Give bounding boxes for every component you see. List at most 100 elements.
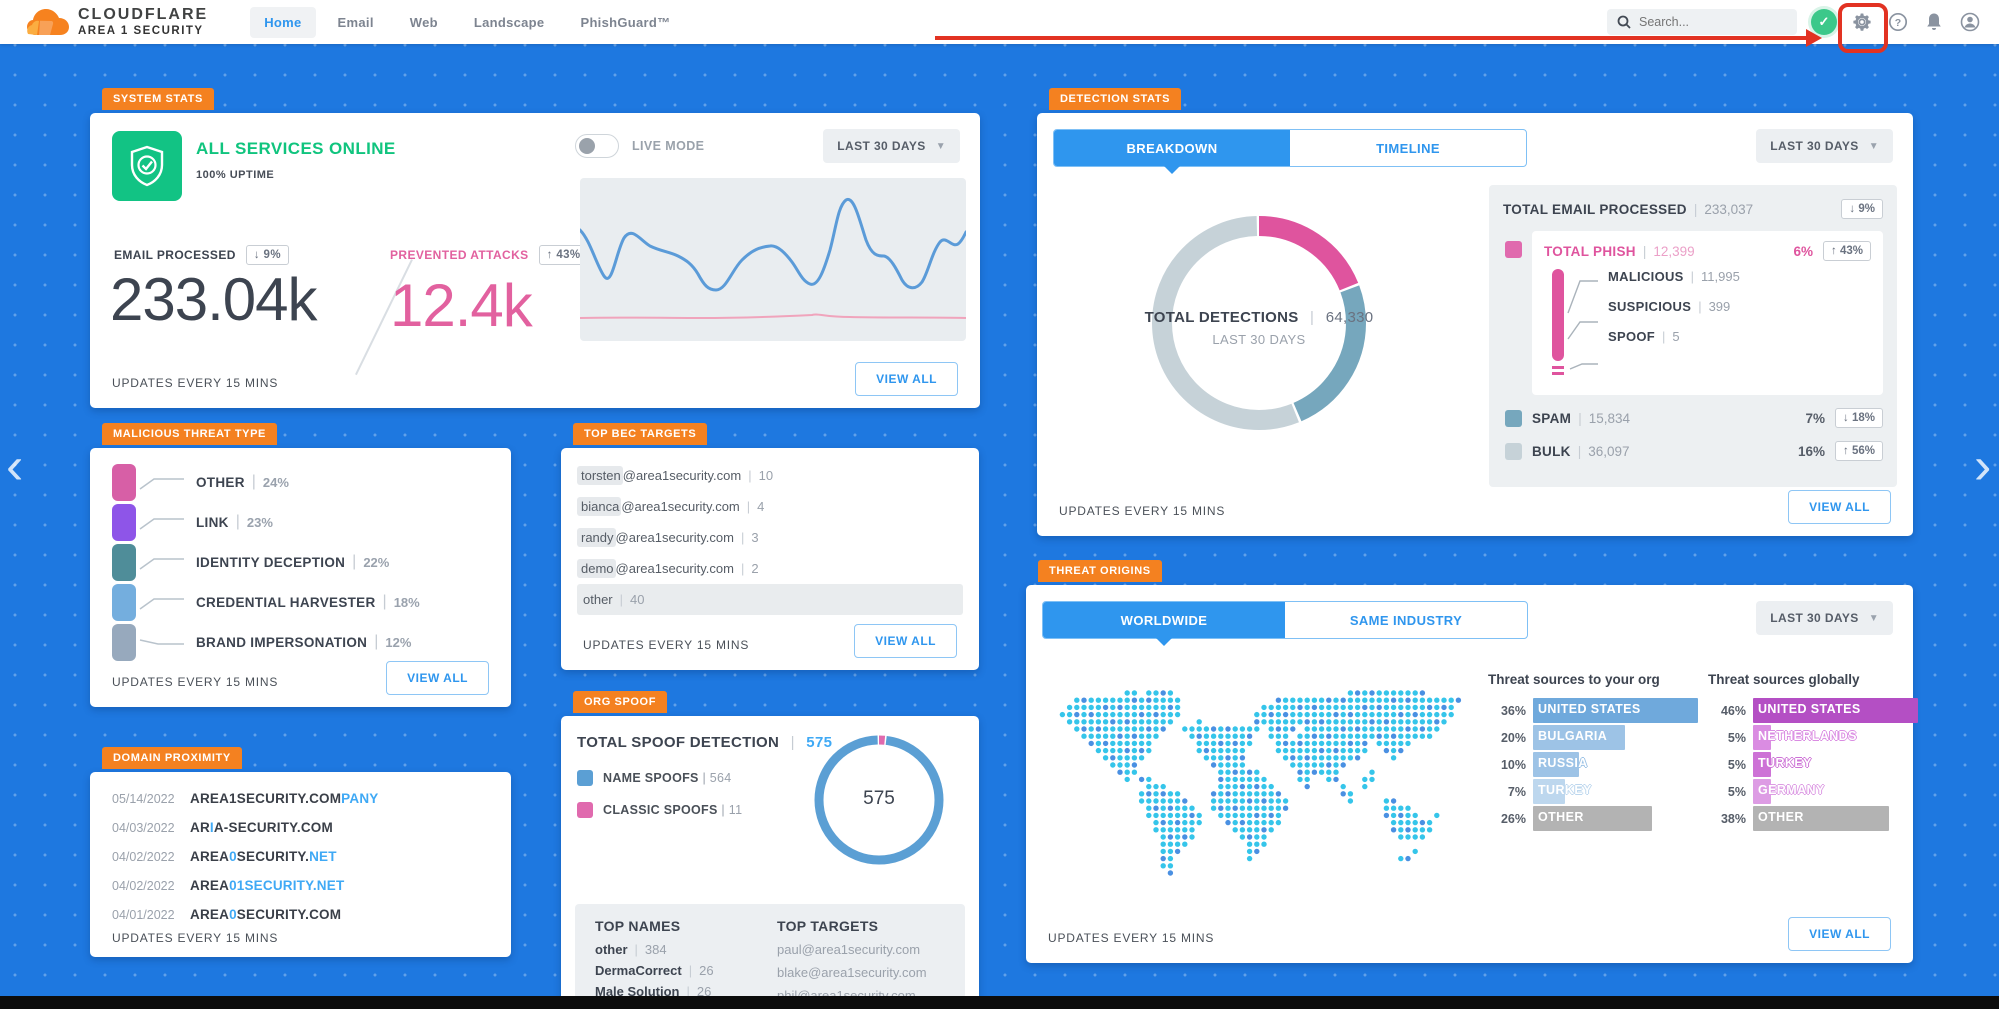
brand-logo[interactable]: CLOUDFLARE AREA 1 SECURITY — [26, 5, 209, 38]
nav-item-home[interactable]: Home — [250, 6, 316, 38]
name-spoofs-swatch — [577, 770, 593, 786]
domain-row[interactable]: 04/01/2022 AREA0SECURITY.COM — [112, 907, 342, 922]
bulk-swatch — [1505, 442, 1522, 460]
bec-target-row[interactable]: randy @area1security.com | 3 — [577, 522, 963, 553]
detection-stats-range-dropdown[interactable]: LAST 30 DAYS ▼ — [1756, 129, 1893, 163]
brand-subtitle: AREA 1 SECURITY — [78, 24, 204, 37]
top-target-row: paul@area1security.com — [777, 942, 921, 957]
chevron-down-icon: ▼ — [1868, 140, 1879, 152]
classic-spoofs-swatch — [577, 802, 593, 818]
bec-targets-view-all-button[interactable]: VIEW ALL — [854, 624, 957, 658]
bottom-bar — [0, 996, 1999, 1009]
bec-target-row[interactable]: demo @area1security.com | 2 — [577, 553, 963, 584]
connector-line — [139, 478, 184, 490]
search-box[interactable] — [1607, 9, 1797, 35]
total-detections-label: TOTAL DETECTIONS | 64,330 — [1144, 309, 1374, 326]
threat-type-row: OTHER | 24% — [112, 462, 495, 502]
spam-row: SPAM | 15,834 7% ↓ 18% — [1503, 408, 1883, 428]
bar — [1753, 806, 1890, 831]
help-icon[interactable]: ? — [1887, 11, 1909, 33]
tab-worldwide[interactable]: WORLDWIDE — [1043, 602, 1285, 646]
nav-item-phishguard[interactable]: PhishGuard™ — [580, 14, 671, 30]
org-source-row: 20% BULGARIA — [1488, 724, 1698, 751]
notifications-bell-icon[interactable] — [1923, 11, 1945, 33]
nav-item-web[interactable]: Web — [409, 14, 438, 30]
chevron-left-icon[interactable]: ‹ — [6, 437, 24, 495]
bec-target-row[interactable]: torsten @area1security.com | 10 — [577, 460, 963, 491]
annotation-arrow-line — [935, 36, 1813, 40]
malicious-threat-updates-note: UPDATES EVERY 15 MINS — [112, 675, 279, 689]
org-source-row: 36% UNITED STATES — [1488, 697, 1698, 724]
malicious-threat-type-card: MALICIOUS THREAT TYPE OTHER | 24% LINK |… — [90, 423, 511, 707]
email-processed-label-row: EMAIL PROCESSED ↓ 9% — [114, 245, 289, 265]
email-trend-chart — [578, 178, 968, 341]
spam-swatch — [1505, 409, 1522, 427]
system-stats-view-all-button[interactable]: VIEW ALL — [855, 362, 958, 396]
bar — [1533, 806, 1653, 831]
settings-gear-icon[interactable] — [1851, 11, 1873, 33]
global-source-row: 38% OTHER — [1708, 805, 1918, 832]
system-stats-tag: SYSTEM STATS — [102, 88, 214, 110]
domain-row[interactable]: 04/02/2022 AREA0SECURITY.NET — [112, 849, 337, 864]
tab-same-industry[interactable]: SAME INDUSTRY — [1349, 612, 1463, 628]
global-source-row: 5% GERMANY — [1708, 778, 1918, 805]
bec-target-row[interactable]: bianca @area1security.com | 4 — [577, 491, 963, 522]
tab-timeline[interactable]: TIMELINE — [1376, 140, 1440, 156]
top-names-targets-panel: TOP NAMES other | 384 DermaCorrect | 26 Male… — [575, 904, 965, 1003]
total-phish-delta-badge: ↑ 43% — [1823, 241, 1871, 261]
detection-stats-tag: DETECTION STATS — [1049, 88, 1182, 110]
search-input[interactable] — [1639, 15, 1779, 29]
classic-spoofs-legend: CLASSIC SPOOFS | 11 — [577, 802, 742, 818]
spam-delta-badge: ↓ 18% — [1835, 408, 1883, 428]
malicious-threat-view-all-button[interactable]: VIEW ALL — [386, 661, 489, 695]
user-avatar-icon[interactable] — [1959, 11, 1981, 33]
domain-row[interactable]: 04/03/2022 ARIA-SECURITY.COM — [112, 820, 333, 835]
total-email-processed-row: TOTAL EMAIL PROCESSED | 233,037 ↓ 9% — [1503, 199, 1883, 219]
nav-item-email[interactable]: Email — [337, 14, 374, 30]
detection-stats-tabs: BREAKDOWN TIMELINE — [1053, 129, 1527, 174]
top-bec-targets-card: TOP BEC TARGETS torsten @area1security.co… — [561, 423, 979, 670]
bar — [1753, 752, 1771, 777]
bar — [1533, 779, 1566, 804]
org-spoof-card: ORG SPOOF TOTAL SPOOF DETECTION | 575 NA… — [561, 691, 979, 1009]
global-source-row: 46% UNITED STATES — [1708, 697, 1918, 724]
email-trend-sparkline — [578, 198, 968, 320]
threat-origins-updates-note: UPDATES EVERY 15 MINS — [1048, 931, 1215, 945]
live-mode-toggle[interactable] — [575, 134, 619, 158]
top-target-row: blake@area1security.com — [777, 965, 927, 980]
threat-type-row: BRAND IMPERSONATION | 12% — [112, 622, 495, 662]
spoof-donut-total: 575 — [863, 788, 895, 809]
org-sources-title: Threat sources to your org — [1488, 672, 1660, 687]
threat-origins-view-all-button[interactable]: VIEW ALL — [1788, 917, 1891, 951]
domain-proximity-tag: DOMAIN PROXIMITY — [102, 747, 242, 769]
chevron-right-icon[interactable]: › — [1974, 437, 1992, 495]
brand-title: CLOUDFLARE — [78, 5, 209, 23]
domain-proximity-card: DOMAIN PROXIMITY 05/14/2022 AREA1SECURIT… — [90, 747, 511, 957]
nav-menu: Home Email Web Landscape PhishGuard™ — [250, 6, 684, 38]
malicious-threat-type-tag: MALICIOUS THREAT TYPE — [102, 423, 277, 445]
nav-item-landscape[interactable]: Landscape — [473, 14, 545, 30]
spoof-row: SPOOF | 5 — [1608, 329, 1680, 344]
uptime-text: 100% UPTIME — [196, 169, 275, 181]
threat-origins-tag: THREAT ORIGINS — [1038, 560, 1162, 582]
system-stats-range-dropdown[interactable]: LAST 30 DAYS ▼ — [823, 129, 960, 163]
threat-origins-range-dropdown[interactable]: LAST 30 DAYS ▼ — [1756, 601, 1893, 635]
chevron-down-icon: ▼ — [935, 140, 946, 152]
threat-type-swatch — [112, 583, 136, 621]
total-email-delta-badge: ↓ 9% — [1841, 199, 1883, 219]
tab-breakdown[interactable]: BREAKDOWN — [1054, 130, 1290, 174]
detection-stats-view-all-button[interactable]: VIEW ALL — [1788, 490, 1891, 524]
threat-type-swatch — [112, 463, 136, 501]
name-spoofs-legend: NAME SPOOFS | 564 — [577, 770, 742, 786]
domain-row[interactable]: 05/14/2022 AREA1SECURITY.COMPANY — [112, 791, 379, 806]
domain-row[interactable]: 04/02/2022 AREA01SECURITY.NET — [112, 878, 345, 893]
domain-proximity-updates-note: UPDATES EVERY 15 MINS — [112, 931, 279, 945]
bec-target-row-other[interactable]: other | 40 — [577, 584, 963, 615]
spoof-donut-chart — [814, 735, 944, 865]
top-bec-targets-tag: TOP BEC TARGETS — [573, 423, 708, 445]
global-sources-list: 46% UNITED STATES 5% NETHERLANDS 5% TURK… — [1708, 697, 1918, 832]
services-status-text: ALL SERVICES ONLINE — [196, 139, 396, 158]
detection-stats-card: DETECTION STATS BREAKDOWN TIMELINE LAST … — [1037, 88, 1913, 536]
threat-origins-tabs: WORLDWIDE SAME INDUSTRY — [1042, 601, 1528, 646]
search-icon — [1617, 15, 1631, 29]
